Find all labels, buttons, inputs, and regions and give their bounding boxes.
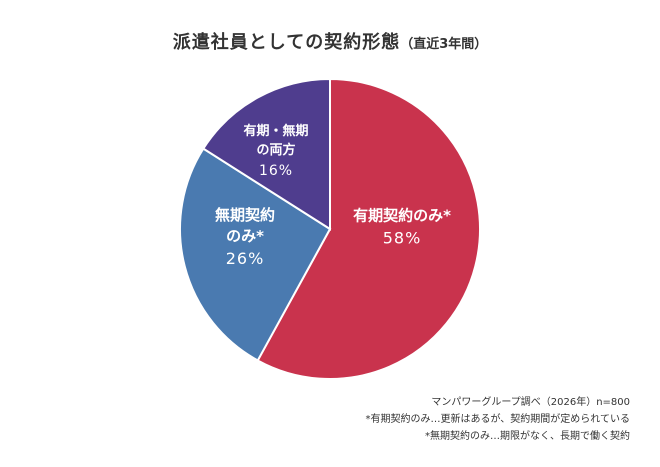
slice-3-label-line-2: の両方	[256, 142, 295, 158]
slice-3-percent: 16%	[259, 163, 293, 179]
slice-1-percent: 58%	[383, 229, 422, 248]
chart-title-main: 派遣社員としての契約形態	[172, 32, 401, 53]
pie-slices	[179, 77, 481, 380]
chart-title: 派遣社員としての契約形態（直近3年間）	[0, 28, 660, 54]
slice-3-label-line-1: 有期・無期	[243, 123, 308, 139]
chart-title-sub: （直近3年間）	[400, 37, 488, 52]
source-note: マンパワーグループ調べ（2026年）n=800	[431, 397, 630, 408]
slice-2-percent: 26%	[226, 249, 265, 268]
pie-slice-3	[201, 77, 331, 231]
slice-2-label-line-1: 無期契約	[215, 206, 275, 224]
pie-slice-2	[179, 147, 332, 362]
pie-slice-1	[256, 77, 481, 380]
slice-1-label-line-1: 有期契約のみ*	[353, 207, 451, 225]
chart-notes: マンパワーグループ調べ（2026年）n=800 *有期契約のみ…更新はあるが、契…	[366, 394, 631, 445]
slice-2-label-line-2: のみ*	[226, 227, 264, 245]
footnote-fixed-term: *有期契約のみ…更新はあるが、契約期間が定められている	[365, 414, 631, 425]
footnote-indefinite-term: *無期契約のみ…期限がなく、長期で働く契約	[425, 431, 630, 442]
